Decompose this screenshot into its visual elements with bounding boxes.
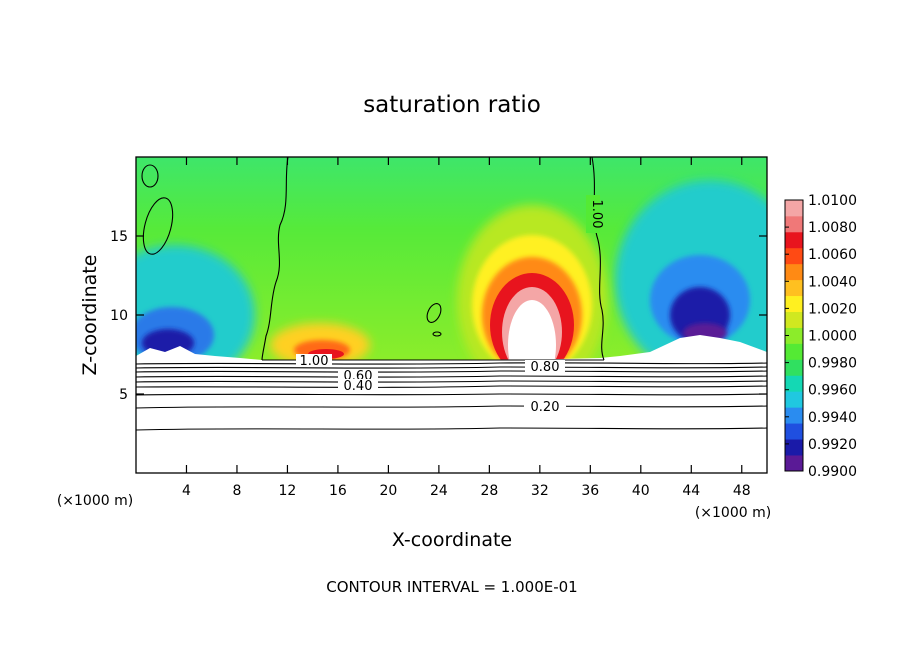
y-tick-label: 10 (110, 308, 128, 324)
contour-label-bg-4 (338, 379, 378, 391)
contour-1.00-left (261, 157, 289, 361)
contour-mid-tiny (432, 331, 442, 337)
colorbar-swatch (785, 375, 803, 392)
x-tick-label: 24 (430, 483, 448, 499)
colorbar-tick-label: 1.0020 (808, 301, 857, 317)
x-axis-label: X-coordinate (392, 529, 512, 551)
colorbar-tick-label: 1.0000 (808, 329, 857, 345)
colorbar-swatch (785, 423, 803, 440)
y-axis-ticks: 5 10 15 (110, 229, 767, 403)
contour-topleft-large (142, 197, 174, 255)
colorbar-tick-label: 1.0080 (808, 220, 857, 236)
x-tick-label: 8 (232, 483, 241, 499)
colorbar-tick-label: 1.0040 (808, 274, 857, 290)
contour-label-0.40: 0.40 (344, 379, 373, 394)
contour-0.80 (136, 366, 767, 369)
chart-title: saturation ratio (363, 92, 541, 118)
contour-0.10 (136, 427, 767, 431)
contour-0.70 (136, 370, 767, 373)
colorbar (785, 200, 803, 472)
contour-0.60 (136, 375, 767, 378)
colorbar-ticks: 1.0100 1.0080 1.0060 1.0040 1.0020 1.0000 0.99… (785, 193, 857, 480)
contour-mid-small (426, 303, 442, 323)
colorbar-swatch (785, 295, 803, 312)
colorbar-swatch (785, 359, 803, 376)
x-tick-label: 48 (733, 483, 751, 499)
x-tick-label: 20 (379, 483, 397, 499)
contour-label-bg-2 (525, 360, 565, 373)
colorbar-tick-label: 1.0100 (808, 193, 857, 209)
colorbar-swatch (785, 247, 803, 265)
x-axis-ticks: 4 8 12 16 20 24 28 32 36 40 44 48 (182, 157, 751, 499)
contour-0.40 (136, 385, 767, 388)
contour-label-bg-6 (586, 195, 600, 233)
colorbar-swatch (785, 215, 803, 233)
x-tick-label: 28 (480, 483, 498, 499)
colorbar-swatch (785, 200, 803, 217)
colorbar-swatch (785, 311, 803, 328)
x-tick-label: 40 (632, 483, 650, 499)
colorbar-swatch (785, 439, 803, 456)
contour-0.90 (136, 362, 767, 365)
contour-0.30 (136, 393, 767, 396)
colorbar-swatch (785, 391, 803, 408)
contour-label-1.00-right: 1.00 (589, 200, 604, 229)
colorbar-tick-label: 0.9980 (808, 356, 857, 372)
x-tick-label: 4 (182, 483, 191, 499)
contour-topleft-small (141, 164, 159, 188)
colorbar-swatch (785, 263, 803, 281)
x-tick-label: 12 (279, 483, 297, 499)
contour-label-0.20: 0.20 (531, 400, 560, 415)
contour-0.20 (136, 405, 767, 409)
field-lower-white (136, 335, 767, 473)
contour-labels: 1.00 0.80 0.60 0.40 0.20 1.00 (296, 195, 604, 415)
colorbar-swatch (785, 407, 803, 424)
x-tick-label: 32 (531, 483, 549, 499)
colorbar-tick-label: 0.9960 (808, 383, 857, 399)
x-tick-label: 16 (329, 483, 347, 499)
y-tick-label: 5 (119, 387, 128, 403)
contour-interval-note: CONTOUR INTERVAL = 1.000E-01 (326, 578, 577, 596)
colorbar-tick-label: 1.0060 (808, 247, 857, 263)
contour-label-bg-5 (524, 400, 566, 413)
y-axis-label: Z-coordinate (79, 255, 101, 376)
contour-0.50 (136, 380, 767, 383)
x-tick-label: 44 (682, 483, 700, 499)
contour-label-bg-3 (338, 369, 378, 381)
x-tick-label: 36 (581, 483, 599, 499)
heatmap-field (136, 157, 767, 473)
x-unit-right: (×1000 m) (695, 505, 771, 521)
colorbar-swatch (785, 343, 803, 360)
colorbar-tick-label: 0.9900 (808, 464, 857, 480)
y-tick-label: 15 (110, 229, 128, 245)
contour-label-1.00-base: 1.00 (300, 354, 329, 369)
colorbar-swatch (785, 327, 803, 344)
colorbar-tick-label: 0.9940 (808, 410, 857, 426)
colorbar-tick-label: 0.9920 (808, 437, 857, 453)
x-unit-left: (×1000 m) (57, 493, 133, 509)
colorbar-swatch (785, 455, 803, 472)
contour-label-bg-1 (296, 354, 332, 367)
colorbar-swatch (785, 231, 803, 249)
colorbar-swatch (785, 279, 803, 297)
contour-label-0.80: 0.80 (531, 360, 560, 375)
